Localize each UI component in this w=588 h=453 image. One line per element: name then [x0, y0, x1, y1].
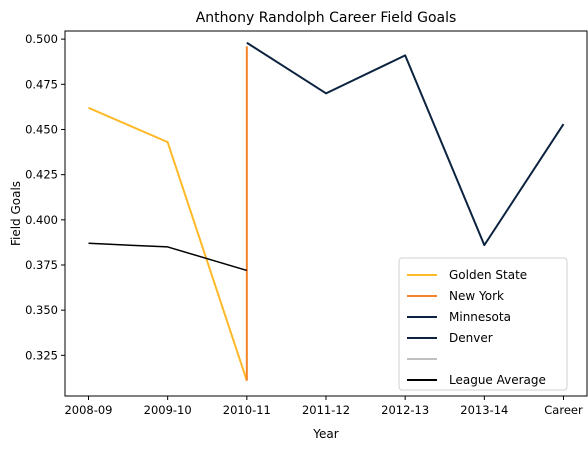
legend: Golden State New York Minnesota Denver Leagu… [398, 257, 568, 391]
x-tick-label: 2012-13 [381, 403, 429, 417]
legend-label-3: Denver [449, 331, 493, 345]
legend-label-5: League Average [449, 373, 546, 387]
plot-lines [88, 41, 565, 381]
legend-label-0: Golden State [449, 268, 527, 282]
x-tick-label: 2013-14 [460, 403, 508, 417]
series-line-0 [88, 106, 248, 381]
y-tick-label: 0.350 [25, 303, 58, 317]
legend-label-2: Minnesota [449, 310, 511, 324]
x-tick-label: 2008-09 [64, 403, 112, 417]
x-tick-label: 2010-11 [223, 403, 271, 417]
y-tick-label: 0.450 [25, 122, 58, 136]
x-tick-label: 2011-12 [302, 403, 350, 417]
y-axis-label: Field Goals [9, 181, 23, 246]
y-tick-label: 0.475 [25, 77, 58, 91]
legend-box [398, 257, 568, 391]
chart-title: Anthony Randolph Career Field Goals [196, 10, 457, 26]
x-tick-label: Career [544, 403, 583, 417]
x-axis-label: Year [312, 427, 338, 441]
legend-label-1: New York [449, 289, 504, 303]
series-line-5 [88, 242, 248, 272]
y-tick-label: 0.425 [25, 168, 58, 182]
y-tick-label: 0.325 [25, 348, 58, 362]
x-tick-label: 2009-10 [144, 403, 192, 417]
y-tick-label: 0.400 [25, 213, 58, 227]
y-axis: 0.325 0.350 0.375 0.400 0.425 0.450 0.475 0.500 [25, 32, 65, 362]
y-tick-label: 0.375 [25, 258, 58, 272]
y-tick-label: 0.500 [25, 32, 58, 46]
x-axis: 2008-09 2009-10 2010-11 2011-12 2012-13 2013-… [64, 396, 583, 417]
series-line-2 [246, 41, 565, 247]
